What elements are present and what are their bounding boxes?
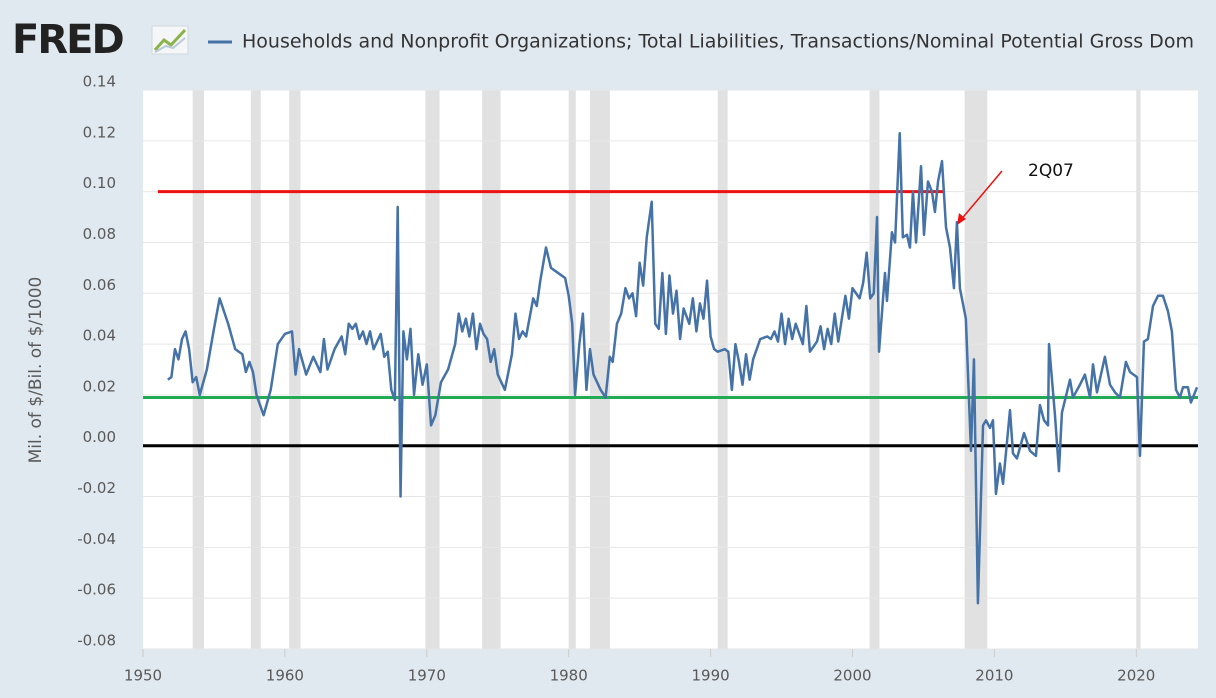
recession-band <box>869 90 880 649</box>
x-tick-label: 1990 <box>691 667 729 685</box>
y-tick-label: 0.12 <box>83 123 116 141</box>
y-tick-label: -0.04 <box>77 530 116 548</box>
y-tick-label: 0.04 <box>83 327 116 345</box>
y-tick-label: -0.08 <box>77 632 116 650</box>
annotation-arrowhead <box>957 213 966 225</box>
recession-band <box>717 90 728 649</box>
y-tick-label: -0.02 <box>77 479 116 497</box>
x-tick-label: 2010 <box>975 667 1013 685</box>
recession-band <box>1136 90 1141 649</box>
x-tick-label: 2020 <box>1117 667 1155 685</box>
x-tick-label: 1950 <box>124 667 162 685</box>
x-tick-label: 1980 <box>550 667 588 685</box>
annotation: 2Q07 <box>1028 161 1074 181</box>
recession-band <box>482 90 501 649</box>
recession-band <box>192 90 205 649</box>
y-tick-label: 0.06 <box>83 276 116 294</box>
recession-band <box>568 90 576 649</box>
annotation-arrow <box>958 170 1003 223</box>
x-tick-label: 1960 <box>266 667 304 685</box>
y-tick-label: -0.06 <box>77 581 116 599</box>
x-tick-label: 1970 <box>408 667 446 685</box>
series-line <box>167 131 1199 605</box>
y-axis-label: Mil. of $/Bil. of $/1000 <box>26 277 46 464</box>
plot-layer <box>143 89 1199 650</box>
y-tick-label: 0.00 <box>83 428 116 446</box>
recession-band <box>425 90 440 649</box>
recession-band <box>250 90 261 649</box>
recession-band <box>589 90 610 649</box>
x-tick-label: 2000 <box>833 667 871 685</box>
logo-icon <box>151 25 189 55</box>
y-tick-label: 0.02 <box>83 377 116 395</box>
y-tick-label: 0.08 <box>83 225 116 243</box>
legend-label: Households and Nonprofit Organizations; … <box>242 31 1194 53</box>
y-tick-label: 0.10 <box>83 174 116 192</box>
logo: FRED <box>12 17 123 63</box>
y-tick-label: 0.14 <box>83 73 116 91</box>
